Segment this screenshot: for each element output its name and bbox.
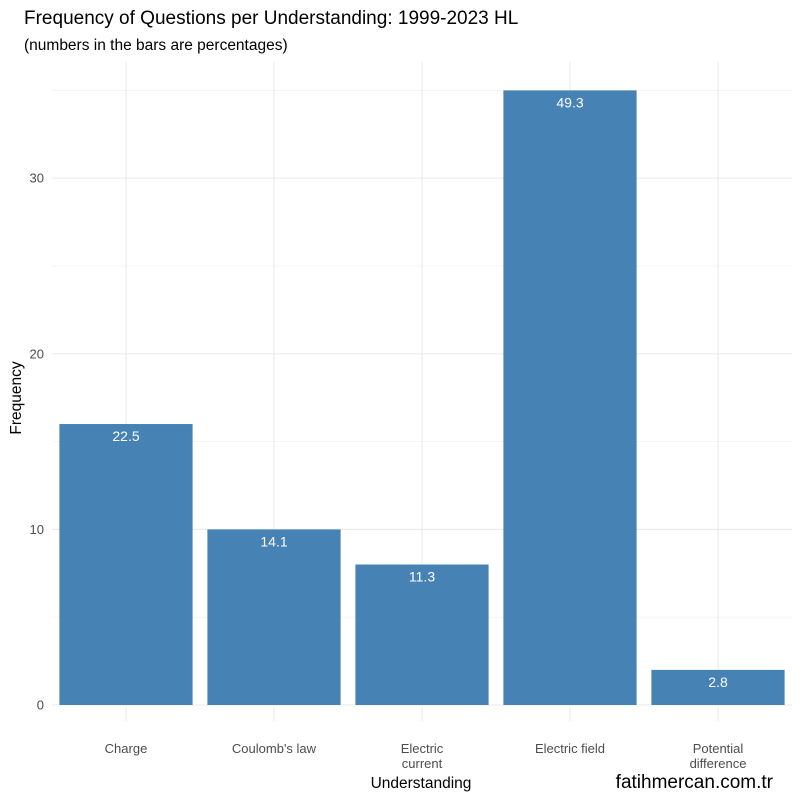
y-tick-label: 30	[30, 171, 44, 186]
y-axis-title: Frequency	[8, 361, 25, 434]
x-tick-label: Electric field	[535, 741, 605, 756]
x-axis-ticks: Charge Coulomb's law Electric current Electr…	[105, 741, 747, 771]
bar-value-label: 49.3	[556, 94, 583, 110]
y-tick-label: 10	[30, 522, 44, 537]
watermark: fatihmercan.com.tr	[616, 772, 774, 793]
chart-title: Frequency of Questions per Understanding…	[24, 8, 518, 29]
y-axis-ticks: 0 10 20 30	[30, 171, 44, 713]
bar	[651, 669, 785, 705]
bar	[503, 90, 637, 705]
bar	[355, 564, 489, 705]
bar-value-label: 22.5	[112, 428, 139, 444]
x-axis-title: Understanding	[371, 775, 472, 792]
bar-value-label: 14.1	[260, 533, 287, 549]
chart-subtitle: (numbers in the bars are percentages)	[24, 37, 288, 54]
bar-value-label: 2.8	[708, 674, 728, 690]
x-tick-label: Charge	[105, 741, 148, 756]
bar-value-label: 11.3	[409, 569, 435, 585]
x-tick-label: Potential difference	[690, 741, 747, 771]
bar	[207, 529, 341, 705]
x-tick-label: Coulomb's law	[232, 741, 317, 756]
y-tick-label: 20	[30, 346, 44, 361]
x-tick-label: Electric current	[401, 741, 444, 771]
bar-labels: 22.5 14.1 11.3 49.3 2.8	[112, 94, 728, 689]
bars	[59, 90, 785, 705]
bar	[59, 424, 193, 705]
y-tick-label: 0	[37, 698, 44, 713]
